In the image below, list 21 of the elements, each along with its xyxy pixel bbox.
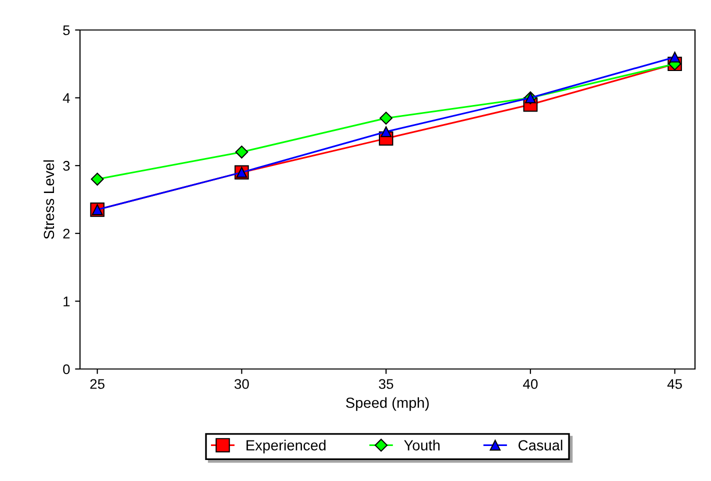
legend-label: Casual [518, 440, 562, 450]
point [380, 112, 393, 125]
y-tick-label: 0 [63, 364, 70, 374]
x-tick-label: 35 [378, 379, 394, 389]
x-tick-label: 30 [234, 379, 249, 389]
point [669, 52, 680, 63]
legend-label: Experienced [246, 440, 326, 454]
x-tick-label: 40 [523, 379, 538, 389]
y-tick-label: 2 [63, 228, 70, 238]
x-axis-title: Speed (mph) [346, 397, 429, 411]
point [380, 126, 392, 138]
y-tick-label: 1 [64, 296, 70, 306]
y-tick-label: 5 [63, 25, 70, 36]
legend-label: Youth [404, 440, 440, 450]
y-tick-label: 3 [63, 160, 70, 171]
x-tick-label: 45 [667, 379, 682, 389]
y-axis-title: Stress Level [43, 160, 54, 239]
point [90, 172, 104, 186]
x-tick-label: 25 [90, 379, 104, 389]
point [235, 146, 248, 158]
y-tick-label: 4 [62, 93, 70, 103]
